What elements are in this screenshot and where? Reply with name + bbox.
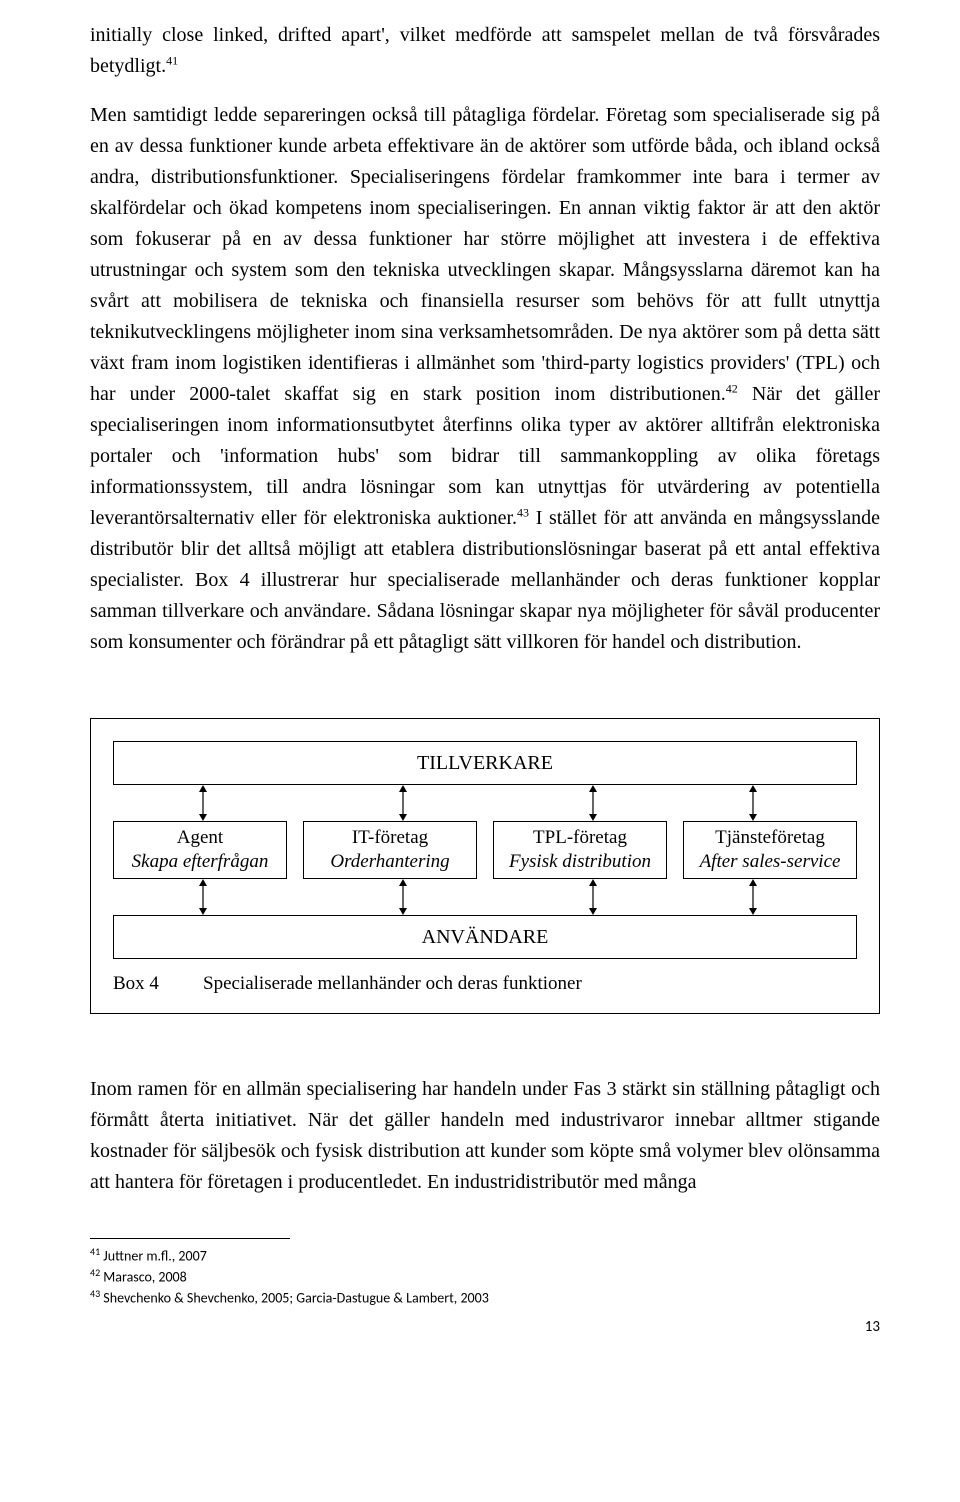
footnote-rule [90, 1238, 290, 1239]
footnote-42-text: Marasco, 2008 [100, 1269, 187, 1286]
cell-subtitle: After sales-service [700, 850, 841, 874]
box-4-top-label: TILLVERKARE [417, 752, 553, 775]
cell-subtitle: Orderhantering [330, 850, 449, 874]
box-4-caption-text: Specialiserade mellanhänder och deras fu… [203, 973, 857, 995]
cell-subtitle: Fysisk distribution [509, 850, 651, 874]
box-4-bottom-box: ANVÄNDARE [113, 915, 857, 959]
paragraph-3: Inom ramen för en allmän specialisering … [90, 1074, 880, 1198]
box-4-wrap: TILLVERKARE [90, 718, 880, 1014]
box-4-inner: TILLVERKARE [113, 741, 857, 959]
box-4-bottom-label: ANVÄNDARE [422, 926, 549, 949]
paragraph-2: Men samtidigt ledde separeringen också t… [90, 100, 880, 658]
footnote-ref-41: 41 [166, 53, 178, 67]
box-4-top-box: TILLVERKARE [113, 741, 857, 785]
box-4-arrows-top [113, 785, 857, 821]
paragraph-1-text: initially close linked, drifted apart', … [90, 24, 880, 77]
footnote-43: 43 Shevchenko & Shevchenko, 2005; Garcia… [90, 1287, 880, 1308]
footnote-42-num: 42 [90, 1266, 100, 1279]
cell-title: Tjänsteföretag [715, 826, 825, 850]
page: initially close linked, drifted apart', … [90, 20, 880, 1336]
footnote-ref-42: 42 [726, 381, 738, 395]
footnote-41-text: Juttner m.fl., 2007 [100, 1248, 207, 1265]
box-4-caption: Box 4 Specialiserade mellanhänder och de… [113, 973, 857, 995]
box-4-cell-it: IT-företag Orderhantering [303, 821, 477, 879]
paragraph-3-text: Inom ramen för en allmän specialisering … [90, 1078, 880, 1193]
footnote-43-text: Shevchenko & Shevchenko, 2005; Garcia-Da… [100, 1289, 489, 1306]
cell-title: Agent [177, 826, 223, 850]
box-4-cell-tpl: TPL-företag Fysisk distribution [493, 821, 667, 879]
page-number: 13 [90, 1318, 880, 1336]
cell-subtitle: Skapa efterfrågan [132, 850, 269, 874]
footnote-42: 42 Marasco, 2008 [90, 1266, 880, 1287]
paragraph-2-part-a: Men samtidigt ledde separeringen också t… [90, 104, 880, 405]
box-4-cell-agent: Agent Skapa efterfrågan [113, 821, 287, 879]
box-4-cells: Agent Skapa efterfrågan IT-företag Order… [113, 821, 857, 879]
footnote-43-num: 43 [90, 1287, 100, 1300]
box-4: TILLVERKARE [90, 718, 880, 1014]
box-4-cell-service: Tjänsteföretag After sales-service [683, 821, 857, 879]
footnote-41: 41 Juttner m.fl., 2007 [90, 1245, 880, 1266]
box-4-caption-label: Box 4 [113, 973, 203, 995]
footnote-41-num: 41 [90, 1245, 100, 1258]
cell-title: IT-företag [352, 826, 428, 850]
box-4-arrows-bottom [113, 879, 857, 915]
paragraph-1: initially close linked, drifted apart', … [90, 20, 880, 82]
footnotes: 41 Juttner m.fl., 2007 42 Marasco, 2008 … [90, 1238, 880, 1308]
footnote-ref-43: 43 [517, 505, 529, 519]
cell-title: TPL-företag [533, 826, 627, 850]
